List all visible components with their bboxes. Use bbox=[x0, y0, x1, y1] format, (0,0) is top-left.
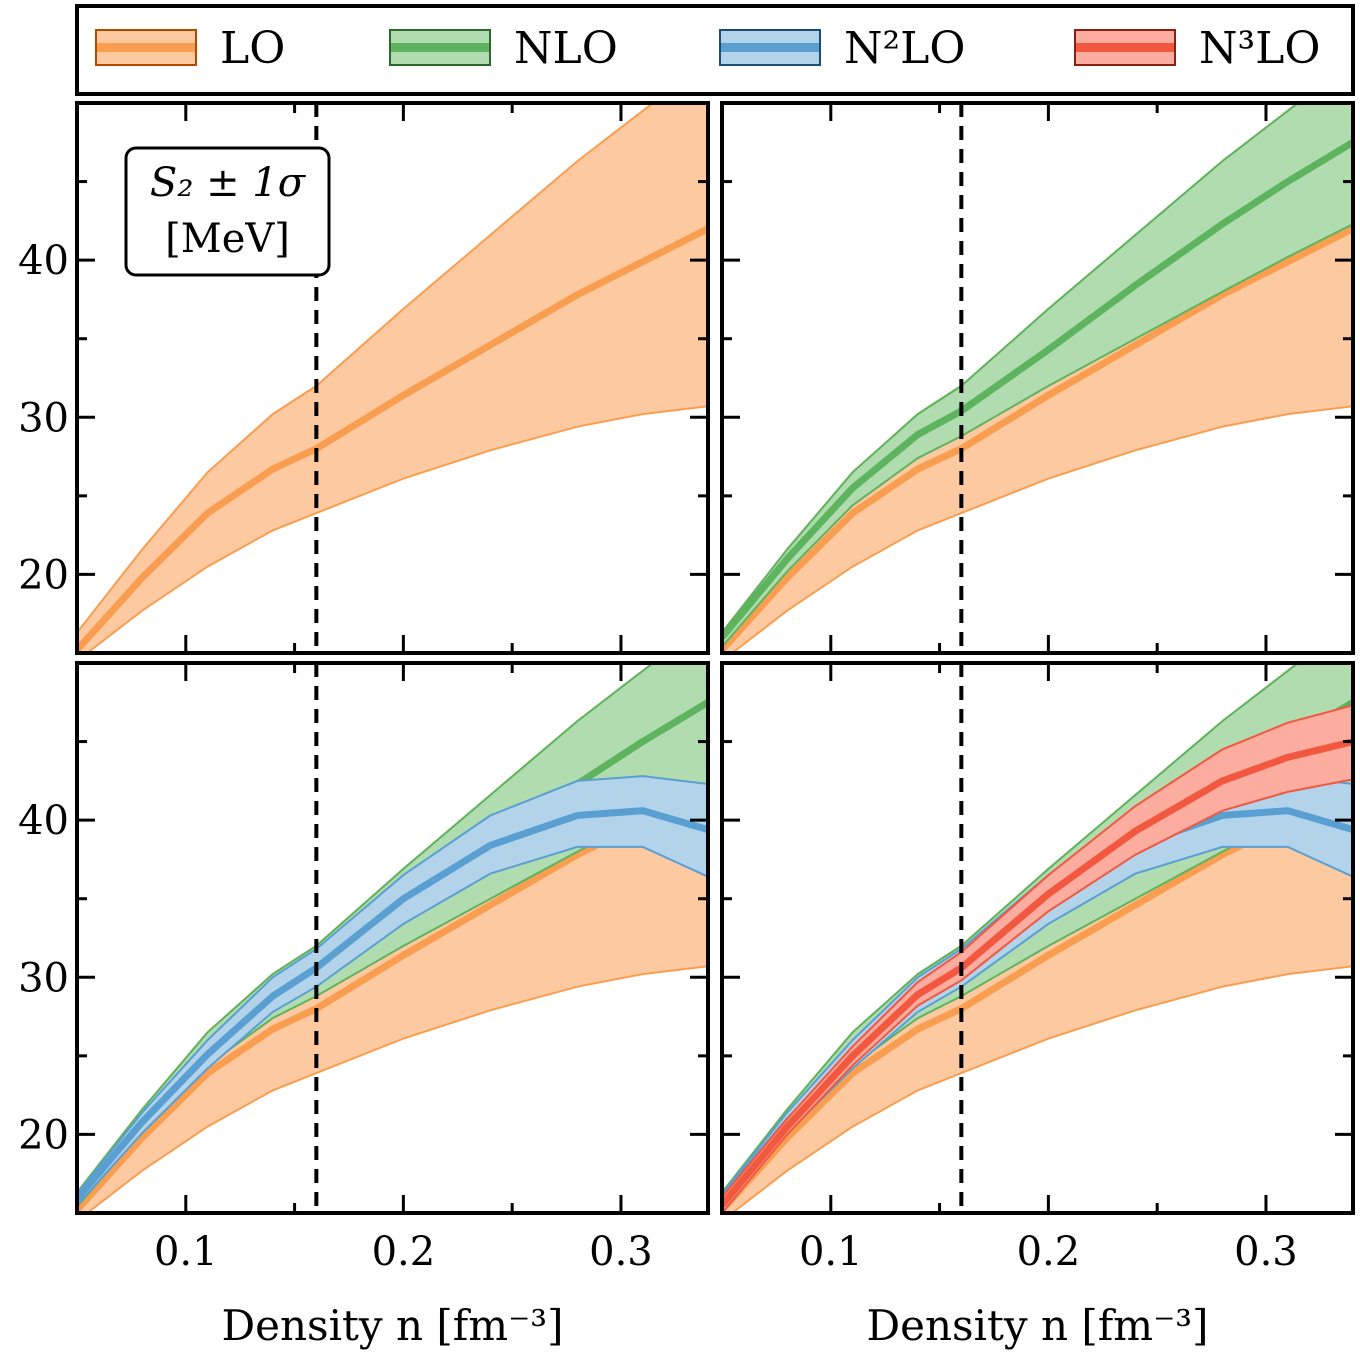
band-edge-upper-n2lo bbox=[77, 775, 708, 1195]
band-edge-lower-nlo bbox=[722, 223, 1353, 648]
mean-line-lo bbox=[722, 225, 1353, 653]
band-edge-lower-lo bbox=[85, 965, 708, 1213]
band-edge-upper-lo bbox=[77, 103, 655, 634]
band-lo bbox=[77, 103, 708, 653]
legend-item-nlo: NLO bbox=[389, 23, 618, 74]
annotation-box: S₂ ± 1σ [MeV] bbox=[124, 146, 331, 277]
ticks bbox=[77, 103, 708, 653]
legend-label: N³LO bbox=[1199, 23, 1320, 74]
band-edge-upper-nlo bbox=[77, 663, 655, 1194]
plot-area bbox=[722, 103, 1353, 653]
y-tick-label: 20 bbox=[18, 552, 69, 598]
band-edge-upper-nlo bbox=[722, 663, 1300, 1194]
band-edge-lower-lo bbox=[730, 405, 1353, 653]
ticks bbox=[722, 103, 1353, 653]
band-edge-upper-n3lo bbox=[722, 704, 1353, 1198]
x-axis-title: Density n [fm⁻³] bbox=[221, 1301, 563, 1350]
x-tick-label: 0.1 bbox=[154, 1229, 218, 1275]
band-edge-lower-n2lo bbox=[77, 845, 708, 1206]
annotation-line-1: S₂ ± 1σ bbox=[150, 160, 307, 206]
y-tick-label: 40 bbox=[18, 238, 69, 284]
band-n2lo bbox=[77, 776, 708, 1206]
ticks bbox=[77, 663, 708, 1213]
y-tick-label: 30 bbox=[18, 395, 69, 441]
x-tick-label: 0.3 bbox=[589, 1229, 653, 1275]
annotation-line-2: [MeV] bbox=[165, 216, 290, 262]
legend-item-n3lo: N³LO bbox=[1074, 23, 1320, 74]
band-edge-lower-lo bbox=[85, 405, 708, 653]
ticks bbox=[722, 663, 1353, 1213]
plot-area bbox=[722, 663, 1353, 1213]
legend-item-n2lo: N²LO bbox=[719, 23, 965, 74]
band-n2lo bbox=[722, 776, 1353, 1206]
legend-label: LO bbox=[220, 23, 285, 74]
x-axis-title: Density n [fm⁻³] bbox=[866, 1301, 1208, 1350]
y-tick-label: 30 bbox=[18, 955, 69, 1001]
y-tick-label: 40 bbox=[18, 798, 69, 844]
mean-line-n3lo bbox=[722, 738, 1353, 1208]
mean-line-lo bbox=[77, 225, 708, 653]
mean-line-nlo bbox=[722, 139, 1353, 640]
panel-frame bbox=[75, 101, 710, 655]
legend-label: NLO bbox=[514, 23, 618, 74]
panel-frame bbox=[720, 101, 1355, 655]
plot-area bbox=[77, 103, 708, 653]
panel-frame bbox=[75, 661, 710, 1215]
legend-item-lo: LO bbox=[95, 23, 285, 74]
band-edge-upper-nlo bbox=[722, 103, 1300, 634]
x-tick-label: 0.1 bbox=[799, 1229, 863, 1275]
band-edge-lower-lo bbox=[730, 965, 1353, 1213]
annotation-frame bbox=[124, 146, 331, 277]
legend-label: N²LO bbox=[844, 23, 965, 74]
legend: LO NLO N²LO N³LO bbox=[75, 4, 1355, 96]
panel-bottom-right: 0.1 0.2 0.3 bbox=[720, 661, 1355, 1275]
panel-top-right bbox=[720, 101, 1355, 655]
x-tick-label: 0.3 bbox=[1234, 1229, 1298, 1275]
panel-bottom-left: 20 30 40 0.1 0.2 0.3 bbox=[18, 661, 710, 1275]
x-tick-label: 0.2 bbox=[1017, 1229, 1081, 1275]
y-tick-label: 20 bbox=[18, 1112, 69, 1158]
band-edge-lower-n3lo bbox=[722, 778, 1353, 1213]
plot-area bbox=[77, 663, 708, 1213]
panel-top-left: 20 30 40 S₂ ± 1σ [MeV] bbox=[18, 101, 710, 655]
mean-line-n2lo bbox=[77, 807, 708, 1202]
x-tick-label: 0.2 bbox=[372, 1229, 436, 1275]
x-axis-titles: Density n [fm⁻³] Density n [fm⁻³] bbox=[221, 1301, 1208, 1350]
panel-frame bbox=[720, 661, 1355, 1215]
